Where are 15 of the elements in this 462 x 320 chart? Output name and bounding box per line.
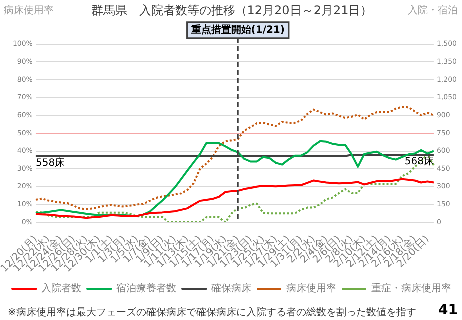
text: 41 bbox=[438, 302, 458, 319]
ref-line-label: 重点措置開始(1/21) bbox=[190, 24, 285, 36]
annotation: 568床 bbox=[404, 156, 434, 168]
y2-axis-title: 入院・宿泊 bbox=[408, 4, 458, 17]
legend-label: 確保病床 bbox=[210, 282, 252, 295]
chart-title: 群馬県 入院者数等の推移（12月20日～2月21日） bbox=[91, 3, 373, 18]
legend-label: 宿泊療養者数 bbox=[116, 282, 176, 295]
legend-label: 入院者数 bbox=[42, 282, 82, 295]
text: ※病床使用率は最大フェーズの確保病床で確保病床に入院する者の総数を割った数値を指す bbox=[8, 306, 416, 319]
legend-label: 病床使用率 bbox=[286, 282, 336, 295]
line-series bbox=[34, 106, 435, 210]
legend-label: 重症・病床使用率 bbox=[372, 282, 452, 295]
annotation: 558床 bbox=[36, 156, 66, 169]
y-axis-title: 病床使用率 bbox=[4, 4, 54, 17]
line-series bbox=[34, 153, 435, 223]
